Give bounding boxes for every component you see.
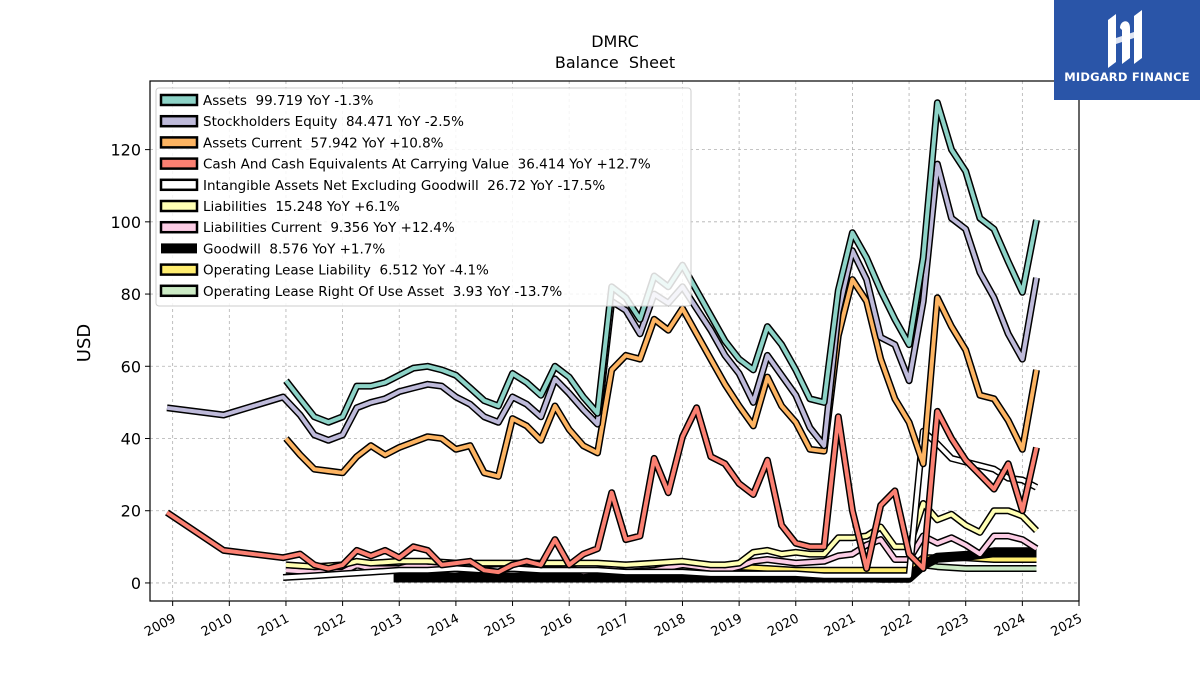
legend-label: Assets Current 57.942 YoY +10.8% [203,135,444,151]
legend-swatch [159,220,199,234]
x-tick-label: 2021 [822,611,858,640]
legend-swatch [161,243,197,254]
y-tick-label: 20 [121,502,141,521]
logo-text: MIDGARD FINANCE [1064,70,1190,84]
y-tick-label: 80 [121,285,141,304]
logo-mark-icon [1108,10,1142,68]
y-tick-label: 60 [121,357,141,376]
series-lines [165,99,1040,583]
series-line [283,276,1040,480]
brand-logo: MIDGARD FINANCE [1054,0,1200,100]
x-tick-label: 2009 [142,611,178,640]
y-tick-label: 0 [131,574,141,593]
legend-label: Liabilities 15.248 YoY +6.1% [203,199,400,215]
legend-label: Intangible Assets Net Excluding Goodwill… [203,178,605,194]
x-tick-label: 2011 [256,611,292,640]
series-line-stroke [166,162,1039,448]
legend-label: Operating Lease Right Of Use Asset 3.93 … [203,284,562,300]
legend-swatch [159,136,199,149]
x-tick-label: 2012 [312,611,348,640]
legend-label: Goodwill 8.576 YoY +1.7% [203,241,385,257]
chart-subtitle: Balance Sheet [555,53,675,72]
legend-swatch [159,263,199,276]
y-tick-label: 100 [110,213,141,232]
series-line-stroke [284,277,1039,479]
legend-label: Stockholders Equity 84.471 YoY -2.5% [203,114,464,130]
series-line [285,532,1039,576]
y-axis-label: USD [74,324,95,362]
legend-label: Assets 99.719 YoY -1.3% [203,93,374,109]
legend-box [155,87,692,307]
series-line-stroke [285,534,1038,575]
x-tick-label: 2025 [1049,611,1085,640]
legend-swatch [159,114,199,128]
x-tick-label: 2018 [652,611,688,640]
series-line [166,160,1040,450]
legend-swatch [159,178,199,192]
series-line-outline [393,547,1037,583]
legend-label: Cash And Cash Equivalents At Carrying Va… [203,157,651,173]
x-tick-label: 2019 [709,611,745,640]
x-tick-label: 2014 [426,611,462,640]
series-line [282,427,1039,581]
series-line [393,547,1037,583]
legend-swatch [159,157,199,170]
plot-frame [149,80,1080,602]
legend-swatch [159,284,199,298]
series-line-stroke [282,429,1038,580]
x-tick-label: 2010 [199,611,235,640]
series-line [165,404,1040,576]
x-tick-label: 2017 [595,611,631,640]
x-tick-label: 2016 [539,611,575,640]
legend-label: Liabilities Current 9.356 YoY +12.4% [203,220,455,236]
legend: Assets 99.719 YoY -1.3% Stockholders Equi… [155,87,692,307]
legend-swatch [159,93,199,107]
y-tick-label: 40 [121,430,141,449]
legend-label: Operating Lease Liability 6.512 YoY -4.1… [203,263,489,279]
x-tick-label: 2023 [935,611,971,640]
x-tick-label: 2024 [992,611,1028,640]
x-tick-label: 2022 [879,611,915,640]
y-tick-label: 120 [110,141,141,160]
x-tick-label: 2020 [765,611,801,640]
series-line-stroke [165,405,1039,575]
legend-swatch [159,199,199,213]
x-tick-label: 2013 [369,611,405,640]
x-tick-label: 2015 [482,611,518,640]
chart-title: DMRC [591,32,639,51]
